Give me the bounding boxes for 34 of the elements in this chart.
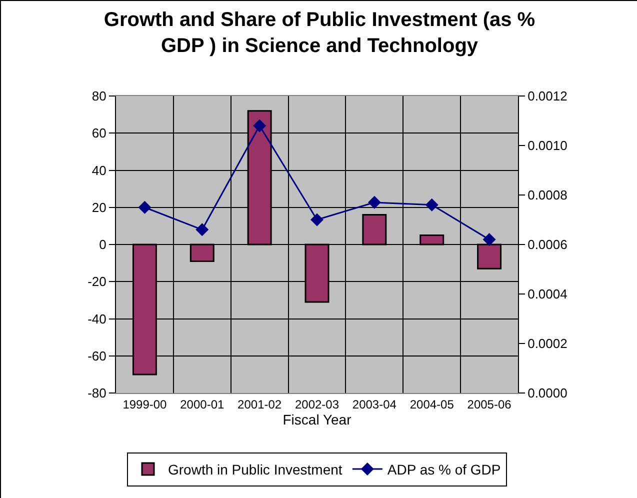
x-tick-label: 2001-02: [238, 397, 282, 412]
y-tick-label: 0: [99, 237, 106, 252]
y-tick-label: -80: [88, 386, 106, 401]
y2-tick-label: 0.0010: [528, 138, 568, 154]
y2-tick-label: 0.0008: [528, 188, 568, 203]
y-tick-label: 20: [92, 200, 106, 215]
y-tick-label: -40: [88, 311, 106, 326]
y2-tick-label: 0.0002: [528, 336, 568, 352]
y-tick-label: 40: [92, 162, 106, 178]
y2-tick-label: 0.0012: [528, 88, 568, 104]
point: [425, 198, 438, 212]
x-tick-label: 2005-06: [467, 397, 512, 412]
y-tick-label: -20: [88, 274, 106, 290]
x-tick-label: 2000-01: [180, 397, 224, 412]
x-axis-title: Fiscal Year: [282, 412, 352, 428]
y-tick-label: 60: [92, 126, 106, 141]
point: [310, 213, 324, 226]
legend-label: ADP as % of GDP: [387, 461, 501, 478]
x-tick-label: 1999-00: [122, 397, 168, 412]
y-tick-label: -60: [88, 348, 106, 364]
x-tick-label: 2002-03: [294, 397, 340, 412]
y2-tick-label: 0.0006: [528, 237, 568, 252]
chart-title: Growth and Share of Public Investment (as % GDP ) in Science and Technology: [104, 8, 536, 57]
y2-tick-label: 0.0004: [528, 286, 568, 302]
point: [253, 119, 266, 132]
x-tick-label: 2004-05: [410, 397, 454, 412]
legend-label: Growth in Public Investment: [168, 461, 342, 478]
point: [196, 223, 209, 236]
y-tick-label: 80: [92, 88, 106, 104]
point: [368, 196, 381, 209]
point: [138, 200, 152, 214]
x-tick-label: 2003-04: [352, 397, 397, 412]
y2-tick-label: 0.0000: [528, 386, 568, 401]
point: [482, 233, 496, 246]
